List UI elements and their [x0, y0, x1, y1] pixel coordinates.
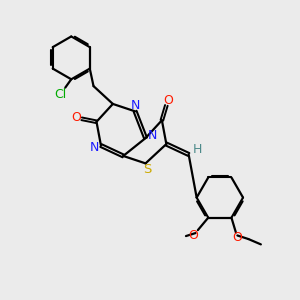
Text: O: O	[71, 111, 81, 124]
Text: N: N	[90, 140, 99, 154]
Text: N: N	[147, 129, 157, 142]
Text: O: O	[163, 94, 173, 107]
Text: S: S	[143, 164, 151, 176]
Text: N: N	[130, 99, 140, 112]
Text: O: O	[232, 231, 242, 244]
Text: O: O	[188, 229, 198, 242]
Text: H: H	[192, 142, 202, 156]
Text: Cl: Cl	[54, 88, 66, 100]
